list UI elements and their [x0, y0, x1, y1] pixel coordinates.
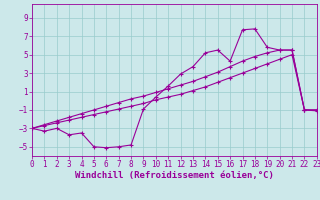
X-axis label: Windchill (Refroidissement éolien,°C): Windchill (Refroidissement éolien,°C)	[75, 171, 274, 180]
